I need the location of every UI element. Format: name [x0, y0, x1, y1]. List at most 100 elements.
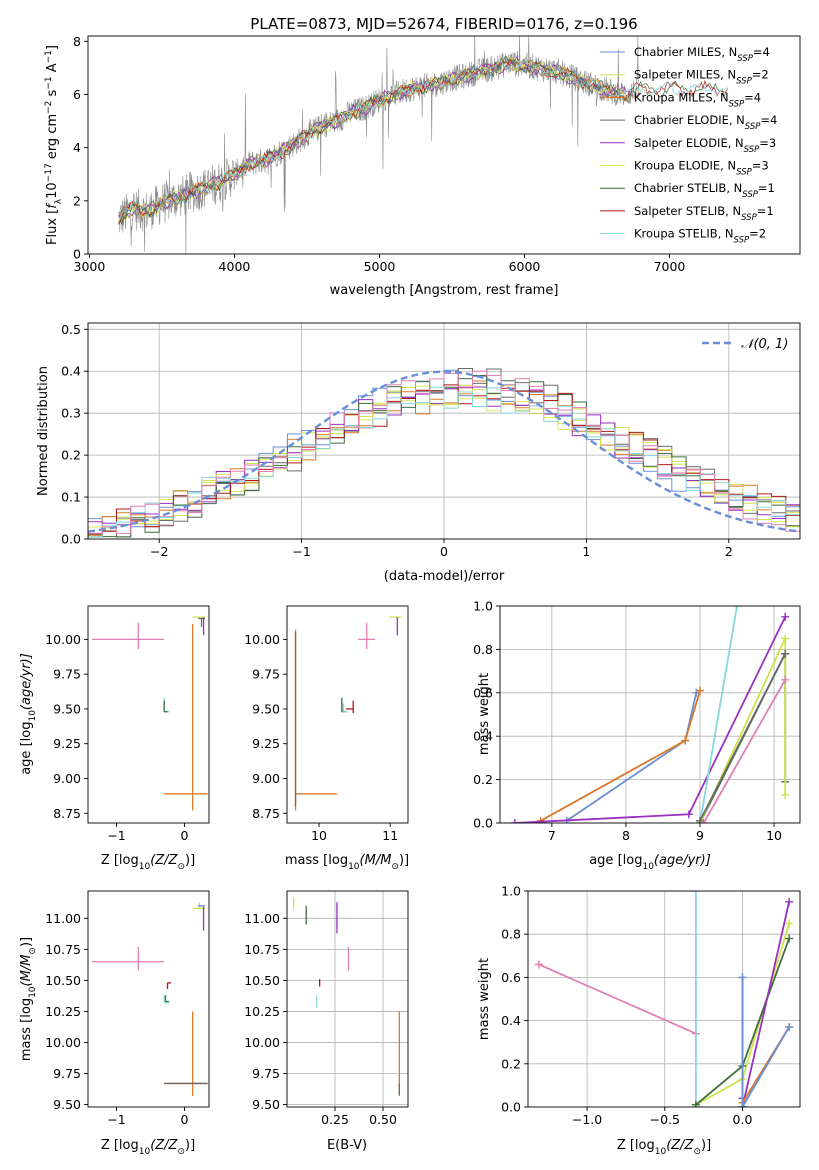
legend-sub: SSP — [729, 99, 745, 109]
weight_vs_Z-ytick-label: 0.8 — [501, 927, 521, 942]
age-vs-mass-xlabel-part: )] — [399, 853, 409, 868]
weight_vs_age-point — [781, 649, 790, 658]
weight_vs_age-xlabel-part: (age/yr)] — [654, 853, 711, 868]
legend-count: =3 — [752, 159, 769, 173]
legend-count: =2 — [752, 68, 769, 82]
residuals-ytick-label: 0.4 — [61, 364, 81, 379]
weight_vs_age-ytick-label: 0.4 — [473, 729, 493, 744]
age-vs-Z-xlabel-part: ⊙ — [177, 862, 185, 872]
spectrum-model-0 — [118, 56, 626, 225]
age_vs_mass-ytick-label: 9.00 — [252, 771, 280, 786]
residuals-ytick-label: 0.3 — [61, 406, 81, 421]
mass_vs_Z-axes: −1 0 9.50 9.75 10.00 10.25 10.50 10.75 11.00 — [45, 890, 210, 1127]
legend-count: =1 — [757, 204, 774, 218]
residuals-hist-9 — [88, 370, 800, 534]
mass_vs_Z-ytick-label: 11.00 — [45, 911, 81, 926]
spectrum-xtick-label: 3000 — [74, 259, 106, 274]
weight_vs_Z-point — [691, 891, 700, 895]
spectrum-ylabel-part: s — [45, 89, 60, 100]
weight_vs_age-point — [696, 816, 704, 823]
age_vs_Z-axes: −1 0 8.75 9.00 9.25 9.50 9.75 10.00 — [45, 605, 210, 843]
weight_vs_Z-series-4 — [741, 901, 790, 1107]
legend-sub: SSP — [736, 168, 752, 178]
weight_vs_Z-ytick-label: 1.0 — [501, 884, 521, 899]
spectrum-legend-entry: Chabrier MILES, NSSP=4 — [634, 45, 770, 64]
age_vs_Z-ytick-label: 9.75 — [53, 667, 81, 682]
spectrum-ylabel-part: Flux [ — [45, 209, 60, 245]
weight_vs_age-xlabel-part: 10 — [642, 862, 654, 872]
weight_vs_age-point — [684, 810, 693, 819]
spectrum-model-7 — [118, 57, 728, 223]
spectrum-ylabel-part: −1 — [44, 76, 54, 89]
legend-name: Salpeter ELODIE, N — [634, 136, 744, 150]
mass-vs-Z-ylabel-part: (M/M — [19, 955, 34, 987]
age_vs_Z-ytick-label: 10.00 — [45, 632, 81, 647]
weight_vs_age-plot-area — [500, 606, 800, 823]
weight_vs_Z-xlabel-part: 10 — [655, 1147, 667, 1157]
weight_vs_age-xlabel: age [log10(age/yr)] — [589, 853, 711, 872]
legend-sub: SSP — [742, 190, 758, 200]
residuals-hist-8 — [88, 386, 800, 538]
residuals-legend-entry: 𝒩(0, 1) — [741, 337, 788, 352]
weight_vs_age-point — [681, 736, 690, 745]
spectrum-ylabel-part: erg cm — [45, 114, 60, 163]
age_vs_Z-ytick-label: 9.25 — [53, 736, 81, 751]
age-vs-mass-xlabel-part: (M/M — [360, 853, 392, 868]
spectrum-ylabel-part: −2 — [44, 101, 54, 114]
legend-name: Chabrier STELIB, N — [634, 181, 742, 195]
mass_vs_Z-ytick-label: 9.50 — [53, 1097, 81, 1112]
spectrum-data-line — [118, 36, 639, 254]
weight_vs_age-point — [733, 606, 742, 610]
spectrum-ylabel-part: A — [45, 63, 60, 76]
weight_vs_age-point — [781, 612, 790, 621]
legend-name: Kroupa ELODIE, N — [634, 159, 736, 173]
mass_vs_Z-xtick-label: −1 — [107, 1112, 125, 1127]
spectrum-ytick-label: 8 — [73, 34, 81, 49]
age-vs-Z-ylabel: age [log10(age/yr)] — [19, 653, 38, 775]
mass-vs-Z-xlabel: Z [log10(Z/Z⊙)] — [101, 1138, 195, 1157]
legend-sub: SSP — [745, 122, 761, 132]
age-vs-Z-ylabel-part: (age/yr)] — [19, 653, 34, 710]
mass-vs-Z-xlabel-part: (Z/Z — [150, 1138, 178, 1153]
spectrum-model-8 — [118, 58, 728, 220]
weight_vs_age-series-1 — [540, 690, 701, 822]
age_vs_Z-frame — [87, 605, 210, 824]
mass-vs-Z-xlabel-part: Z [log — [101, 1138, 139, 1153]
weight_vs_age-series-6 — [702, 679, 786, 823]
residuals-xlabel: (data-model)/error — [384, 569, 505, 584]
spectrum-legend-entry: Kroupa MILES, NSSP=4 — [634, 90, 761, 109]
weight_vs_Z-point — [785, 1023, 794, 1032]
weight_vs_age-xtick-label: 10 — [766, 828, 782, 843]
spectrum-ylabel-part: f — [45, 202, 60, 209]
legend-name: Kroupa STELIB, N — [634, 227, 734, 241]
weight_vs_age-xtick-label: 7 — [548, 828, 556, 843]
legend-count: =4 — [753, 45, 770, 59]
spectrum-ylabel-part: ] — [45, 45, 60, 50]
residuals-ylabel: Normed distribution — [36, 366, 51, 496]
mass_vs_Z-xtick-label: 0 — [181, 1112, 189, 1127]
mass_vs_ebv-axes: 0.25 0.50 9.50 9.75 10.00 10.25 10.50 10.75 11.0… — [244, 890, 409, 1127]
spectrum-legend-entry: Salpeter ELODIE, NSSP=3 — [634, 136, 776, 155]
mass_vs_ebv-ytick-label: 10.00 — [244, 1035, 280, 1050]
spectrum-model-2 — [118, 60, 626, 220]
age_vs_mass-ytick-label: 9.75 — [252, 667, 280, 682]
weight_vs_age-xlabel-part: age [log — [589, 853, 642, 868]
mass_vs_ebv-ytick-label: 9.50 — [252, 1097, 280, 1112]
residuals-normal-curve — [88, 370, 800, 533]
age-vs-Z-ylabel-part: 10 — [28, 710, 38, 722]
mass-vs-Z-xlabel-part: 10 — [139, 1147, 151, 1157]
weight_vs_Z-point — [785, 934, 794, 943]
residuals-ytick-label: 0.5 — [61, 322, 81, 337]
age_vs_mass-ytick-label: 9.25 — [252, 736, 280, 751]
weight_vs_age-series-0 — [566, 692, 698, 822]
weight_vs_Z-point — [785, 897, 794, 906]
mass-vs-ebv-xlabel: E(B-V) — [327, 1138, 367, 1153]
spectrum-title: PLATE=0873, MJD=52674, FIBERID=0176, z=0… — [250, 15, 637, 33]
weight_vs_Z-point — [691, 1100, 700, 1107]
weight_vs_Z-point — [785, 919, 794, 928]
age_vs_mass-xtick-label: 10 — [311, 828, 327, 843]
weight_vs_Z-xtick-label: −0.5 — [650, 1112, 680, 1127]
